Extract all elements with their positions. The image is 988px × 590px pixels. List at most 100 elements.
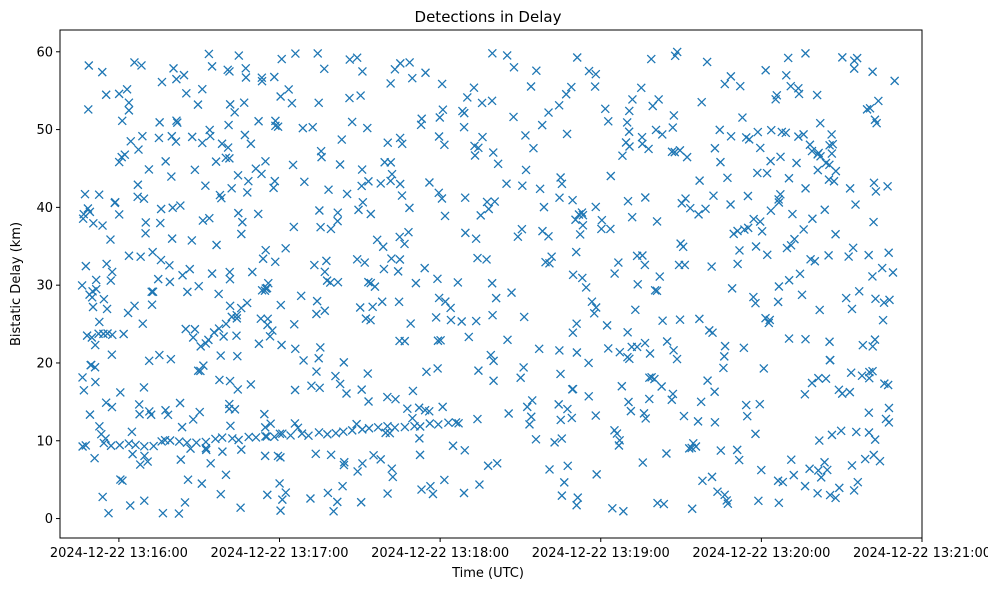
- detection-point: [387, 464, 397, 474]
- detection-point: [368, 302, 378, 312]
- y-tick-label: 10: [36, 434, 53, 449]
- x-axis: 2024-12-22 13:16:00 2024-12-22 13:17:00 20…: [50, 538, 988, 561]
- detection-point: [432, 274, 442, 284]
- detection-point: [193, 100, 203, 110]
- detection-point: [290, 49, 300, 59]
- detection-point: [175, 201, 185, 211]
- detection-point: [722, 496, 732, 505]
- detection-point: [402, 404, 412, 414]
- detection-point: [691, 442, 701, 451]
- detection-point: [885, 295, 894, 305]
- detection-point: [489, 376, 499, 386]
- detection-point: [141, 228, 151, 238]
- detection-point: [726, 71, 736, 81]
- detection-point: [78, 372, 87, 382]
- detection-point: [597, 215, 607, 225]
- y-tick-label: 50: [36, 123, 53, 138]
- detection-point: [851, 427, 861, 437]
- detection-point: [773, 297, 783, 307]
- detection-point: [735, 245, 744, 255]
- detection-point: [117, 476, 127, 486]
- detection-point: [774, 198, 784, 207]
- detection-point: [232, 331, 241, 341]
- detection-point: [366, 209, 376, 219]
- detection-point: [176, 455, 186, 465]
- detection-point: [242, 187, 252, 197]
- detection-point: [110, 198, 120, 208]
- detection-point: [275, 452, 285, 462]
- detection-point: [478, 132, 487, 142]
- detection-point: [181, 88, 191, 98]
- detection-point: [679, 411, 689, 421]
- detection-point: [607, 503, 617, 513]
- detection-point: [578, 220, 588, 230]
- detection-point: [233, 208, 243, 218]
- detection-point: [526, 82, 536, 91]
- detection-point: [438, 105, 448, 115]
- detection-point: [562, 404, 572, 414]
- detection-point: [864, 367, 874, 377]
- detection-point: [567, 413, 577, 423]
- detection-point: [591, 303, 601, 312]
- detection-point: [320, 306, 330, 316]
- detection-point: [439, 140, 449, 150]
- detection-point: [135, 409, 145, 419]
- detection-point: [357, 385, 367, 395]
- detection-point: [316, 222, 326, 232]
- detection-point: [801, 334, 810, 344]
- detection-point: [411, 278, 421, 288]
- detection-point: [723, 499, 733, 509]
- detection-point: [356, 497, 366, 507]
- detection-point: [655, 272, 665, 281]
- x-tick-label: 2024-12-22 13:17:00: [210, 546, 348, 561]
- detection-point: [794, 89, 804, 99]
- detection-point: [164, 260, 174, 270]
- detection-point: [114, 89, 124, 99]
- detection-point: [311, 449, 321, 459]
- detection-point: [827, 129, 837, 139]
- detection-point: [509, 62, 519, 72]
- detection-point: [305, 494, 315, 503]
- detection-point: [425, 419, 435, 428]
- detection-point: [415, 450, 425, 460]
- detection-point: [440, 297, 450, 307]
- detection-point: [198, 216, 208, 226]
- detection-point: [406, 319, 416, 328]
- detection-point: [299, 177, 309, 187]
- detection-point: [596, 224, 606, 234]
- detection-point: [584, 66, 594, 76]
- detection-point: [237, 217, 247, 227]
- detection-point: [90, 362, 100, 372]
- detection-point: [378, 242, 388, 252]
- detection-point: [477, 98, 487, 108]
- detection-point: [219, 332, 229, 341]
- detection-point: [149, 441, 159, 451]
- detection-point: [460, 228, 470, 238]
- detection-point: [644, 144, 654, 154]
- detection-point: [433, 363, 443, 373]
- detection-point: [124, 98, 134, 108]
- detection-point: [845, 183, 855, 193]
- detection-point: [319, 64, 329, 74]
- detection-point: [446, 303, 456, 313]
- detection-point: [443, 418, 453, 428]
- detection-point: [559, 477, 569, 487]
- detection-point: [335, 379, 345, 389]
- detection-point: [603, 344, 613, 353]
- detection-point: [755, 399, 765, 409]
- detection-point: [397, 139, 407, 149]
- detection-point: [201, 443, 211, 453]
- detection-point: [394, 297, 404, 307]
- detection-point: [870, 435, 880, 445]
- detection-point: [244, 432, 254, 442]
- detection-point: [102, 259, 112, 269]
- detection-point: [352, 254, 362, 264]
- detection-point: [848, 243, 858, 253]
- detection-point: [364, 397, 373, 406]
- detection-point: [795, 269, 805, 279]
- detection-point: [521, 165, 531, 175]
- detection-point: [535, 184, 545, 194]
- detection-point: [347, 425, 357, 435]
- detection-point: [277, 54, 287, 64]
- detection-point: [493, 159, 503, 169]
